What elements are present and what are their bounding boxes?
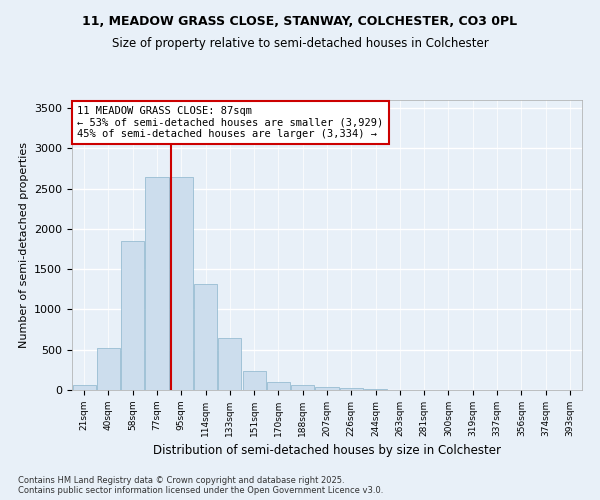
Bar [364, 389, 387, 390]
Bar [218, 338, 241, 390]
Y-axis label: Number of semi-detached properties: Number of semi-detached properties [19, 142, 29, 348]
Bar [121, 241, 144, 390]
Bar [316, 387, 338, 390]
Bar [170, 176, 193, 390]
Text: 11 MEADOW GRASS CLOSE: 87sqm
← 53% of semi-detached houses are smaller (3,929)
4: 11 MEADOW GRASS CLOSE: 87sqm ← 53% of se… [77, 106, 383, 139]
Bar [267, 382, 290, 390]
Bar [145, 176, 169, 390]
Bar [73, 385, 95, 390]
Bar [97, 348, 120, 390]
X-axis label: Distribution of semi-detached houses by size in Colchester: Distribution of semi-detached houses by … [153, 444, 501, 458]
Bar [291, 385, 314, 390]
Text: Contains HM Land Registry data © Crown copyright and database right 2025.
Contai: Contains HM Land Registry data © Crown c… [18, 476, 383, 495]
Bar [194, 284, 217, 390]
Text: 11, MEADOW GRASS CLOSE, STANWAY, COLCHESTER, CO3 0PL: 11, MEADOW GRASS CLOSE, STANWAY, COLCHES… [82, 15, 518, 28]
Bar [242, 370, 266, 390]
Text: Size of property relative to semi-detached houses in Colchester: Size of property relative to semi-detach… [112, 38, 488, 51]
Bar [340, 388, 363, 390]
